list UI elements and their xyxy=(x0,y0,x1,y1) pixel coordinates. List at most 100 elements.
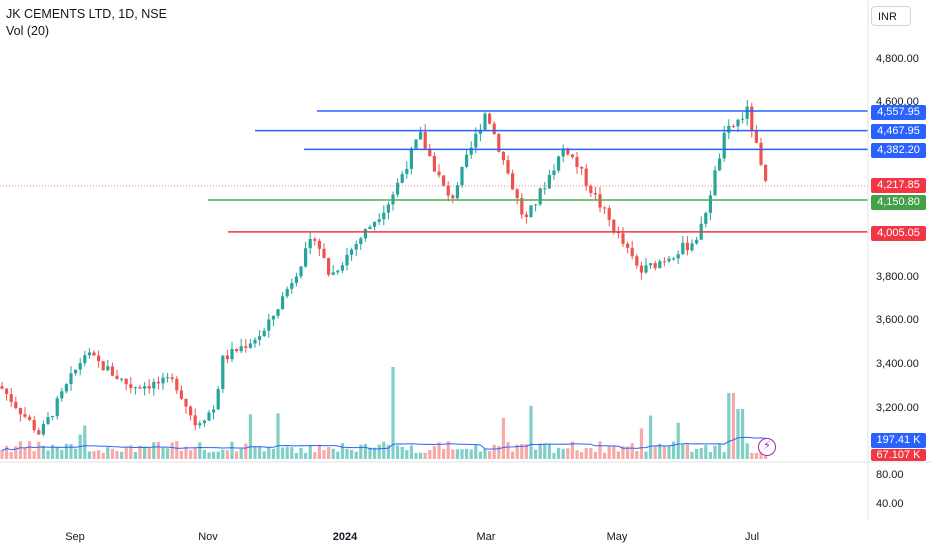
candle-body xyxy=(469,147,473,155)
volume-bar xyxy=(101,452,105,459)
level-tag-4005[interactable]: 4,005.05 xyxy=(871,226,926,241)
volume-bar xyxy=(529,405,533,459)
volume-bar xyxy=(55,447,59,459)
candle-body xyxy=(317,240,321,249)
volume-bar xyxy=(60,449,64,459)
volume-bar xyxy=(14,446,18,459)
time-tick: May xyxy=(606,531,628,543)
volume-bar xyxy=(212,451,216,459)
volume-bar xyxy=(221,449,225,459)
candle-body xyxy=(138,387,142,389)
volume-bar xyxy=(460,449,464,459)
volume-tick: 40.00 xyxy=(876,498,904,510)
candle-body xyxy=(230,349,234,360)
candle-body xyxy=(465,154,469,167)
volume-bar xyxy=(161,447,165,459)
level-tag-4467[interactable]: 4,467.95 xyxy=(871,124,926,139)
volume-bar xyxy=(207,452,211,459)
level-tag-4557[interactable]: 4,557.95 xyxy=(871,105,926,120)
candle-body xyxy=(363,229,367,239)
candle-body xyxy=(681,242,685,255)
volume-bar xyxy=(327,447,331,459)
volume-bar xyxy=(506,442,510,459)
volume-bar xyxy=(570,441,574,459)
candle-body xyxy=(603,207,607,209)
candle-body xyxy=(414,139,418,149)
volume-bar xyxy=(276,413,280,459)
volume-ma-tag: 197.41 K xyxy=(871,433,926,448)
candle-body xyxy=(271,315,275,320)
volume-bar xyxy=(662,446,666,459)
candle-body xyxy=(630,247,634,257)
candle-body xyxy=(745,106,749,119)
candle-body xyxy=(179,390,183,399)
volume-bar xyxy=(124,447,128,459)
candle-body xyxy=(589,185,593,194)
candle-body xyxy=(488,113,492,124)
volume-bar xyxy=(244,443,248,459)
volume-bar xyxy=(202,449,206,459)
candle-body xyxy=(281,296,285,310)
candle-body xyxy=(704,212,708,224)
candle-body xyxy=(207,412,211,421)
volume-bar xyxy=(423,452,427,459)
volume-bar xyxy=(5,445,9,459)
candle-body xyxy=(69,373,73,385)
volume-bar xyxy=(290,447,294,459)
horizontal-levels xyxy=(208,110,868,233)
volume-bar xyxy=(741,409,745,459)
volume-bar xyxy=(216,451,220,459)
volume-bar xyxy=(557,447,561,459)
price-tick: 3,800.00 xyxy=(876,271,919,283)
volume-bar xyxy=(667,445,671,459)
candle-body xyxy=(446,185,450,196)
candle-body xyxy=(419,131,423,140)
candle-body xyxy=(55,398,59,417)
candle-body xyxy=(276,309,280,316)
candle-body xyxy=(198,423,202,426)
candle-body xyxy=(759,142,763,165)
candle-body xyxy=(32,419,36,431)
volume-bar xyxy=(239,448,243,459)
volume-bar xyxy=(350,449,354,459)
candle-body xyxy=(262,330,266,337)
candle-body xyxy=(722,132,726,159)
candle-body xyxy=(239,346,243,352)
volume-bar xyxy=(699,447,703,459)
lightning-icon[interactable]: ⚡ xyxy=(758,438,776,456)
level-tag-4382[interactable]: 4,382.20 xyxy=(871,143,926,158)
volume-bar xyxy=(147,447,151,459)
candle-body xyxy=(561,148,565,157)
volume-bar xyxy=(9,452,13,459)
volume-bar xyxy=(616,451,620,459)
candle-body xyxy=(713,170,717,196)
volume-bar xyxy=(308,446,312,459)
candle-body xyxy=(708,195,712,213)
volume-bar xyxy=(552,452,556,459)
candle-body xyxy=(143,386,147,389)
candle-body xyxy=(18,408,22,415)
candle-body xyxy=(202,420,206,424)
candle-body xyxy=(584,168,588,186)
currency-button[interactable]: INR xyxy=(871,6,911,26)
level-tag-4150[interactable]: 4,150.80 xyxy=(871,195,926,210)
volume-last-tag: 67.107 K xyxy=(871,449,926,461)
candle-body xyxy=(51,416,55,418)
volume-indicator-label[interactable]: Vol (20) xyxy=(6,24,50,38)
volume-bar xyxy=(373,447,377,459)
volume-bar xyxy=(478,451,482,459)
volume-bar xyxy=(465,448,469,459)
candle-body xyxy=(727,125,731,133)
candle-body xyxy=(741,118,745,120)
volume-bar xyxy=(497,445,501,459)
volume-bar xyxy=(727,393,731,459)
candle-body xyxy=(290,282,294,289)
volume-bar xyxy=(363,443,367,459)
volume-bar xyxy=(736,409,740,459)
candle-body xyxy=(78,363,82,370)
volume-bar xyxy=(51,444,55,459)
candle-body xyxy=(41,423,45,435)
volume-bar xyxy=(189,450,193,459)
candle-body xyxy=(575,157,579,167)
